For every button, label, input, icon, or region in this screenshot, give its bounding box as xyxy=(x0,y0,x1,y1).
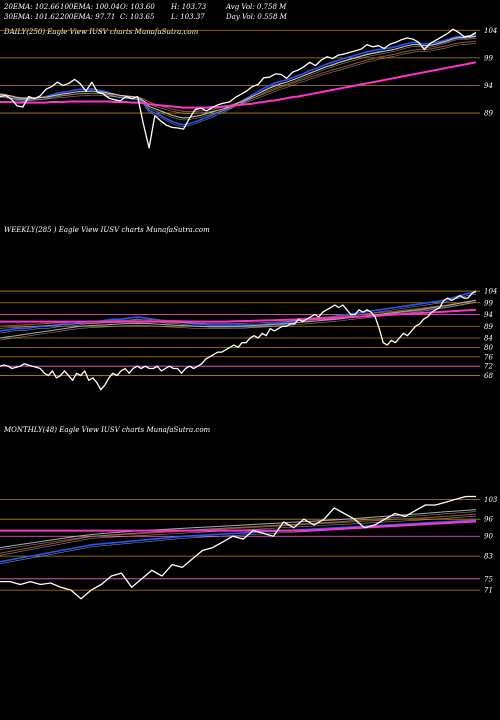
price-line xyxy=(0,290,477,391)
y-tick-label: 72 xyxy=(484,363,493,371)
ema-band-line xyxy=(0,511,477,550)
y-tick-label: 89 xyxy=(484,110,493,118)
y-tick-label: 94 xyxy=(484,311,493,319)
y-tick-label: 99 xyxy=(484,54,493,62)
header-high: H: 103.73 xyxy=(170,3,207,11)
y-tick-label: 94 xyxy=(484,82,493,90)
y-tick-label: 99 xyxy=(484,299,493,307)
header-ema100: 100EMA: 100.04 xyxy=(60,3,120,11)
ema-band-line xyxy=(0,293,477,334)
monthly-panel-title: MONTHLY(48) Eagle View IUSV charts Munaf… xyxy=(3,426,211,434)
header-close: C: 103.65 xyxy=(120,13,155,21)
ema-line-grey xyxy=(0,509,477,549)
header-values: 20EMA: 102.66 100EMA: 100.04 O: 103.60 H… xyxy=(3,3,288,21)
daily-panel-title: DAILY(250) Eagle View IUSV charts Munafa… xyxy=(3,28,199,36)
ema-line-magenta xyxy=(0,520,477,532)
price-line xyxy=(0,28,477,149)
header-ema30: 30EMA: 101.62 xyxy=(4,13,60,21)
header-day-vol: Day Vol: 0.558 M xyxy=(225,13,288,21)
header-avg-vol: Avg Vol: 0.758 M xyxy=(225,3,287,11)
ema-band-line xyxy=(0,515,477,556)
y-tick-label: 68 xyxy=(484,372,493,380)
price-line xyxy=(0,495,476,600)
y-tick-label: 104 xyxy=(484,288,497,296)
y-tick-label: 89 xyxy=(484,323,493,331)
y-tick-label: 103 xyxy=(484,496,498,504)
ema-line-tan xyxy=(0,35,477,119)
ema-band-line xyxy=(0,38,477,121)
header-ema200: 200EMA: 97.71 xyxy=(59,13,115,21)
y-tick-label: 71 xyxy=(484,587,493,595)
y-tick-label: 84 xyxy=(484,335,493,343)
y-tick-label: 75 xyxy=(484,575,493,583)
ema-line-magenta xyxy=(0,308,477,323)
y-tick-label: 104 xyxy=(484,27,497,35)
y-tick-label: 90 xyxy=(484,533,493,541)
ema-line-grey xyxy=(0,299,477,339)
daily-panel: 104 99 94 89 xyxy=(0,27,497,149)
ema-band-line xyxy=(0,301,477,329)
y-tick-label: 96 xyxy=(484,516,493,524)
header-low: L: 103.37 xyxy=(170,13,205,21)
weekly-panel-title: WEEKLY(285 ) Eagle View IUSV charts Muna… xyxy=(4,226,210,234)
header-ema20: 20EMA: 102.66 xyxy=(3,3,60,11)
ema-line-blue xyxy=(0,519,477,563)
y-tick-label: 83 xyxy=(484,553,493,561)
y-tick-label: 76 xyxy=(484,353,493,361)
header-open: O: 103.60 xyxy=(120,3,155,11)
ema-line-blue xyxy=(0,291,477,332)
ema-line-magenta xyxy=(0,61,477,109)
ema-line-brown xyxy=(0,513,477,554)
monthly-panel: 103 96 90 83 75 71 xyxy=(0,495,498,600)
y-tick-label: 80 xyxy=(484,344,493,352)
